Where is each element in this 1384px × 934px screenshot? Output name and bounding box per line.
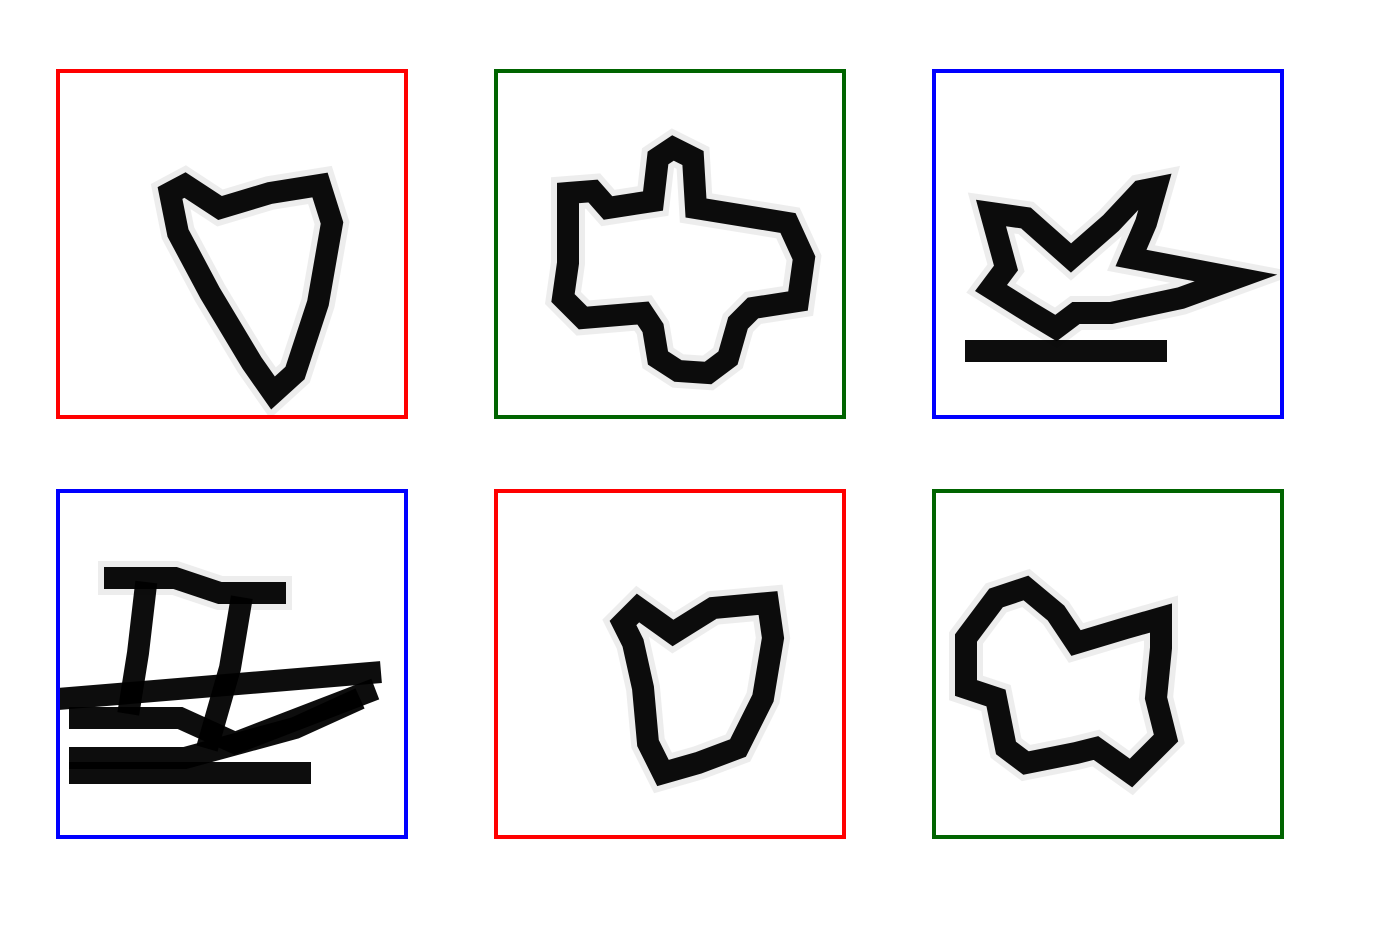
panel-heart-blob xyxy=(494,489,846,839)
z-ladder-glyph xyxy=(60,561,382,784)
heart-triangle-glyph xyxy=(150,165,350,415)
blob-cross-glyph xyxy=(544,128,822,391)
heart-blob-glyph xyxy=(602,584,791,794)
panel-star-dash xyxy=(932,69,1284,419)
butterfly-glyph xyxy=(949,568,1185,796)
panel-heart-triangle xyxy=(56,69,408,419)
star-dash-glyph xyxy=(965,165,1280,362)
panel-butterfly xyxy=(932,489,1284,839)
panel-blob-cross xyxy=(494,69,846,419)
panel-z-ladder xyxy=(56,489,408,839)
